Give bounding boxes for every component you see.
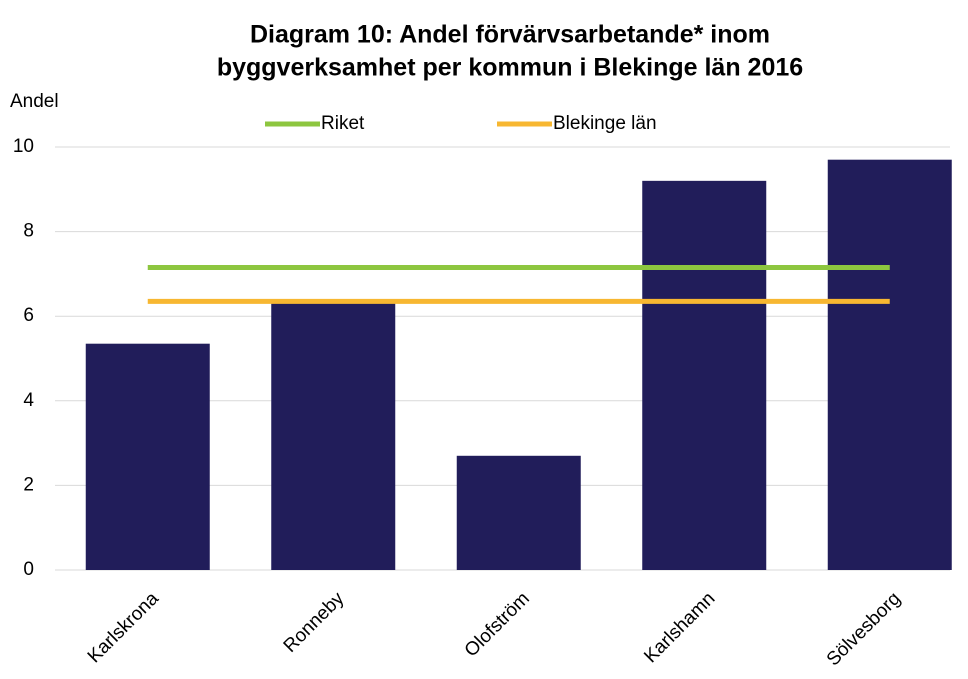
- bar: [85, 343, 210, 570]
- y-tick-label: 8: [23, 221, 34, 242]
- x-tick-label: Karlskrona: [84, 588, 163, 667]
- legend-label: Riket: [321, 113, 365, 134]
- chart-title: byggverksamhet per kommun i Blekinge län…: [217, 54, 803, 82]
- y-tick-label: 0: [23, 559, 34, 580]
- x-tick-label: Ronneby: [280, 588, 349, 657]
- y-tick-label: 6: [23, 305, 34, 326]
- legend-label: Blekinge län: [553, 113, 657, 134]
- y-tick-label: 2: [23, 474, 34, 495]
- y-tick-label: 4: [23, 390, 34, 411]
- x-tick-label: Sölvesborg: [823, 588, 905, 670]
- x-tick-label: Olofström: [461, 588, 534, 661]
- y-axis-label: Andel: [10, 91, 59, 112]
- chart-title: Diagram 10: Andel förvärvsarbetande* ino…: [250, 21, 770, 49]
- x-tick-label: Karlshamn: [640, 588, 719, 667]
- bar: [642, 180, 767, 570]
- y-tick-label: 10: [13, 136, 34, 157]
- bar: [827, 159, 952, 570]
- bar: [456, 455, 581, 570]
- bar: [271, 299, 396, 570]
